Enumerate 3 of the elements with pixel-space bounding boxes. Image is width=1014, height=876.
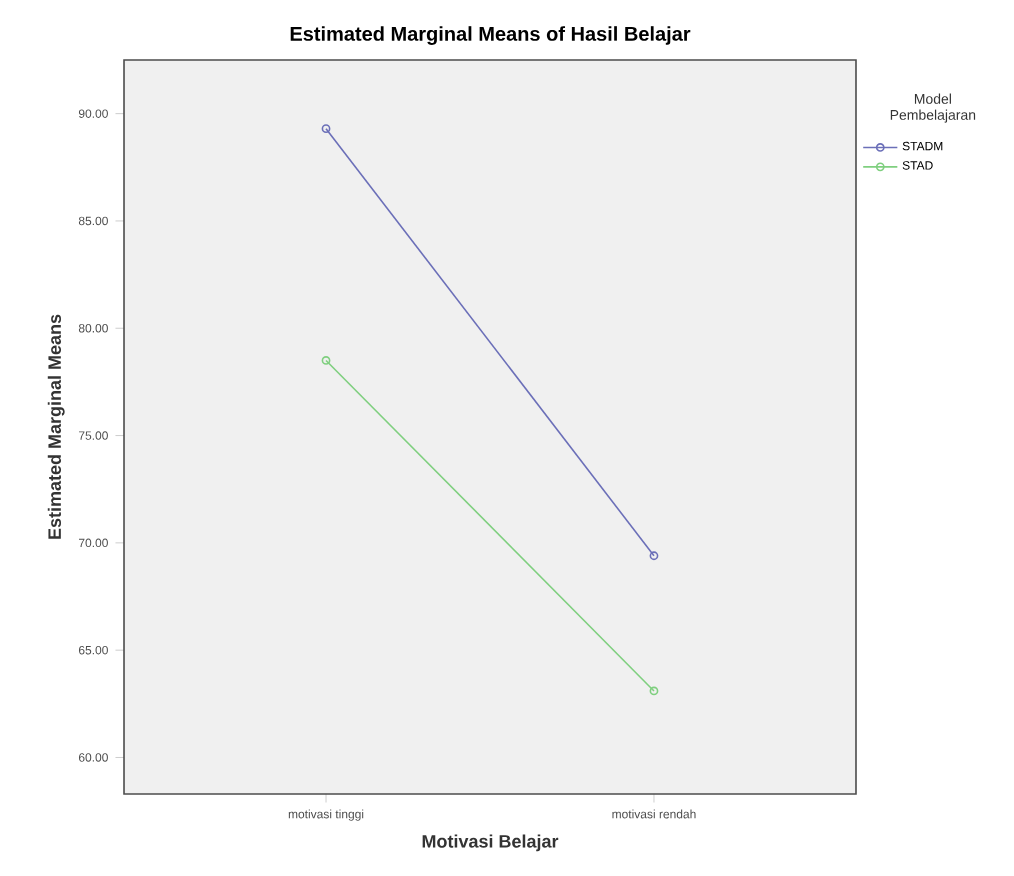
y-axis-title: Estimated Marginal Means xyxy=(47,314,65,539)
chart-title: Estimated Marginal Means of Hasil Belajar xyxy=(290,26,691,45)
x-axis-title: Motivasi Belajar xyxy=(422,834,559,852)
